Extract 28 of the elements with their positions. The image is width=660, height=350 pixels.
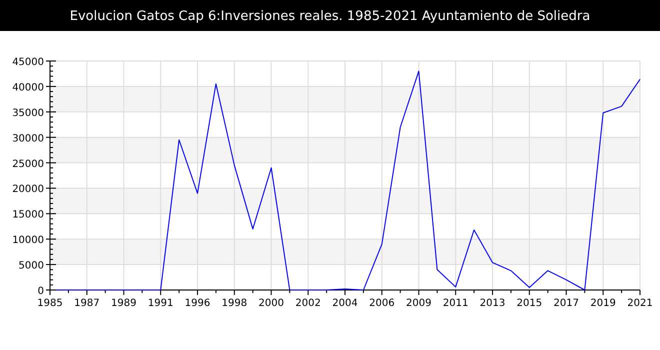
x-tick-label: 1985 [37,298,63,309]
x-tick-label: 2019 [590,298,616,309]
y-tick-label: 0 [38,286,44,297]
x-tick-label: 2011 [442,298,468,309]
y-tick-label: 40000 [12,82,44,94]
x-tick-label: 2017 [554,298,579,309]
y-tick-label: 15000 [12,210,44,221]
y-tick-label: 20000 [12,184,44,196]
x-tick-label: 1991 [148,298,174,309]
x-tick-label: 2004 [332,298,358,309]
x-tick-label: 1987 [74,298,100,309]
x-tick-label: 2015 [516,298,542,309]
y-tick-label: 5000 [18,260,44,272]
chart-title: Evolucion Gatos Cap 6:Inversiones reales. 1985-2021 Ayuntamiento de Soliedra [70,9,590,24]
y-tick-label: 30000 [12,133,44,144]
x-tick-label: 1996 [184,298,210,309]
x-tick-label: 1998 [222,298,248,309]
x-tick-label: 1989 [111,298,136,309]
y-tick-label: 35000 [12,108,44,119]
y-tick-label: 25000 [12,158,44,170]
x-tick-label: 2006 [369,298,395,309]
y-tick-label: 45000 [12,57,44,68]
x-tick-label: 2009 [406,298,432,309]
x-tick-label: 2000 [258,298,284,309]
y-tick-label: 10000 [12,235,44,246]
x-tick-label: 2002 [295,298,321,309]
x-tick-label: 2013 [480,298,506,309]
x-tick-label: 2021 [627,298,653,309]
